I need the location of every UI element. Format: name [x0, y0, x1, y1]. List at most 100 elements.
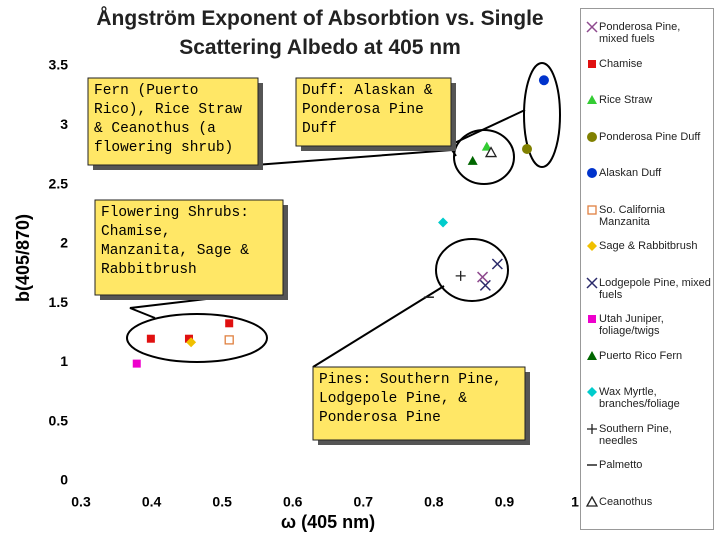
legend-item: Chamise [585, 58, 711, 70]
callout-text: Ponderosa Pine [319, 410, 441, 426]
x-tick-label: 0.3 [71, 494, 91, 510]
x-tick-label: 0.4 [142, 494, 162, 510]
legend-marker [587, 204, 597, 215]
legend-item: Ponderosa Pine, mixed fuels [585, 21, 711, 45]
legend-label: Sage & Rabbitbrush [599, 240, 698, 252]
point [484, 146, 498, 158]
callout-box [94, 199, 284, 296]
callout-text: Pines: Southern Pine, [319, 372, 502, 388]
legend-item: Ponderosa Pine Duff [585, 131, 711, 143]
callout-text: Manzanita, Sage & [101, 243, 249, 259]
callout-text: Lodgepole Pine, & [319, 391, 467, 407]
point [467, 155, 478, 165]
legend-swatch [585, 495, 599, 507]
legend-marker [587, 95, 597, 104]
legend-swatch [587, 131, 597, 142]
callout-text: flowering shrub) [94, 140, 233, 156]
x-tick-label: 0.7 [354, 494, 374, 510]
legend-label: So. California Manzanita [599, 203, 666, 228]
legend-item: Southern Pine, needles [585, 423, 711, 447]
legend-marker [585, 495, 599, 507]
callout-pointer [447, 109, 526, 147]
point [538, 75, 549, 86]
legend-label: Rice Straw [599, 94, 653, 106]
legend-swatch [587, 204, 597, 215]
legend-label: Utah Juniper, foliage/twigs [599, 313, 664, 337]
callout-text: Chamise, [101, 224, 171, 240]
legend-label: Alaskan Duff [599, 167, 662, 179]
y-tick-label: 3 [60, 116, 68, 132]
legend-label: Southern Pine, needles [599, 422, 672, 447]
legend-swatch [587, 350, 597, 360]
point [491, 258, 503, 270]
legend-marker [586, 21, 598, 33]
callout-text: Duff: Alaskan & [302, 83, 433, 99]
y-tick-label: 2 [60, 235, 68, 251]
point [146, 334, 155, 343]
callout-text: Rabbitbrush [101, 262, 197, 278]
point [438, 217, 449, 228]
legend: Ponderosa Pine, mixed fuels Chamise Rice S… [580, 8, 714, 530]
legend-marker [586, 276, 598, 289]
legend-label: Ceanothus [599, 495, 653, 508]
point [224, 335, 234, 345]
x-tick-label: 1 [571, 494, 579, 510]
x-axis-label: ω (405 nm) [281, 512, 375, 532]
legend-label: Ponderosa Pine, mixed fuels [599, 21, 681, 45]
callout-pointer [312, 285, 445, 368]
callout-box [295, 77, 452, 147]
legend-marker [587, 350, 597, 360]
callout-box [87, 77, 259, 166]
legend-item: Rice Straw [585, 94, 711, 106]
callout-text: & Ceanothus (a [94, 121, 216, 137]
x-tick-label: 0.9 [495, 494, 515, 510]
legend-swatch [586, 276, 598, 289]
legend-swatch [587, 423, 597, 434]
legend-item: Puerto Rico Fern [585, 350, 711, 362]
legend-swatch [587, 387, 597, 397]
legend-item: Palmetto [585, 459, 711, 471]
legend-label: Wax Myrtle, branches/foliage [599, 386, 680, 410]
x-tick-label: 0.5 [212, 494, 232, 510]
callout-pointer [254, 148, 457, 166]
x-tick-label: 0.8 [424, 494, 444, 510]
legend-swatch [587, 168, 597, 178]
point [479, 279, 491, 291]
y-tick-label: 0.5 [49, 412, 69, 428]
legend-marker [588, 315, 596, 323]
x-tick-label: 0.6 [283, 494, 303, 510]
group-ellipse [126, 313, 268, 363]
point [225, 319, 234, 328]
legend-swatch [586, 21, 598, 33]
legend-label: Ponderosa Pine Duff [599, 130, 701, 143]
y-tick-label: 3.5 [49, 57, 69, 73]
legend-swatch [588, 59, 596, 68]
legend-marker [587, 168, 597, 178]
y-tick-label: 1.5 [49, 294, 69, 310]
legend-marker [587, 241, 597, 251]
legend-swatch [587, 241, 597, 251]
legend-marker [587, 131, 597, 142]
legend-swatch [588, 315, 596, 323]
legend-item: Alaskan Duff [585, 167, 711, 179]
legend-item: Ceanothus [585, 495, 711, 508]
point [455, 270, 466, 281]
legend-label: Chamise [599, 57, 643, 70]
legend-marker [587, 423, 597, 434]
legend-swatch [587, 464, 597, 466]
legend-label: Lodgepole Pine, mixed fuels [599, 276, 711, 301]
legend-marker [588, 59, 596, 68]
callout-text: Duff [302, 121, 337, 137]
point [481, 141, 492, 151]
callout-box [312, 366, 526, 441]
point [186, 337, 197, 348]
callout-text: Ponderosa Pine [302, 102, 424, 118]
y-tick-label: 0 [60, 472, 68, 488]
legend-marker [587, 387, 597, 397]
legend-label: Puerto Rico Fern [599, 349, 683, 362]
legend-item: Lodgepole Pine, mixed fuels [585, 277, 711, 301]
point [132, 359, 141, 368]
chart-title: Ångström Exponent of Absorbtion vs. Sing… [96, 7, 544, 59]
legend-label: Palmetto [599, 459, 643, 471]
